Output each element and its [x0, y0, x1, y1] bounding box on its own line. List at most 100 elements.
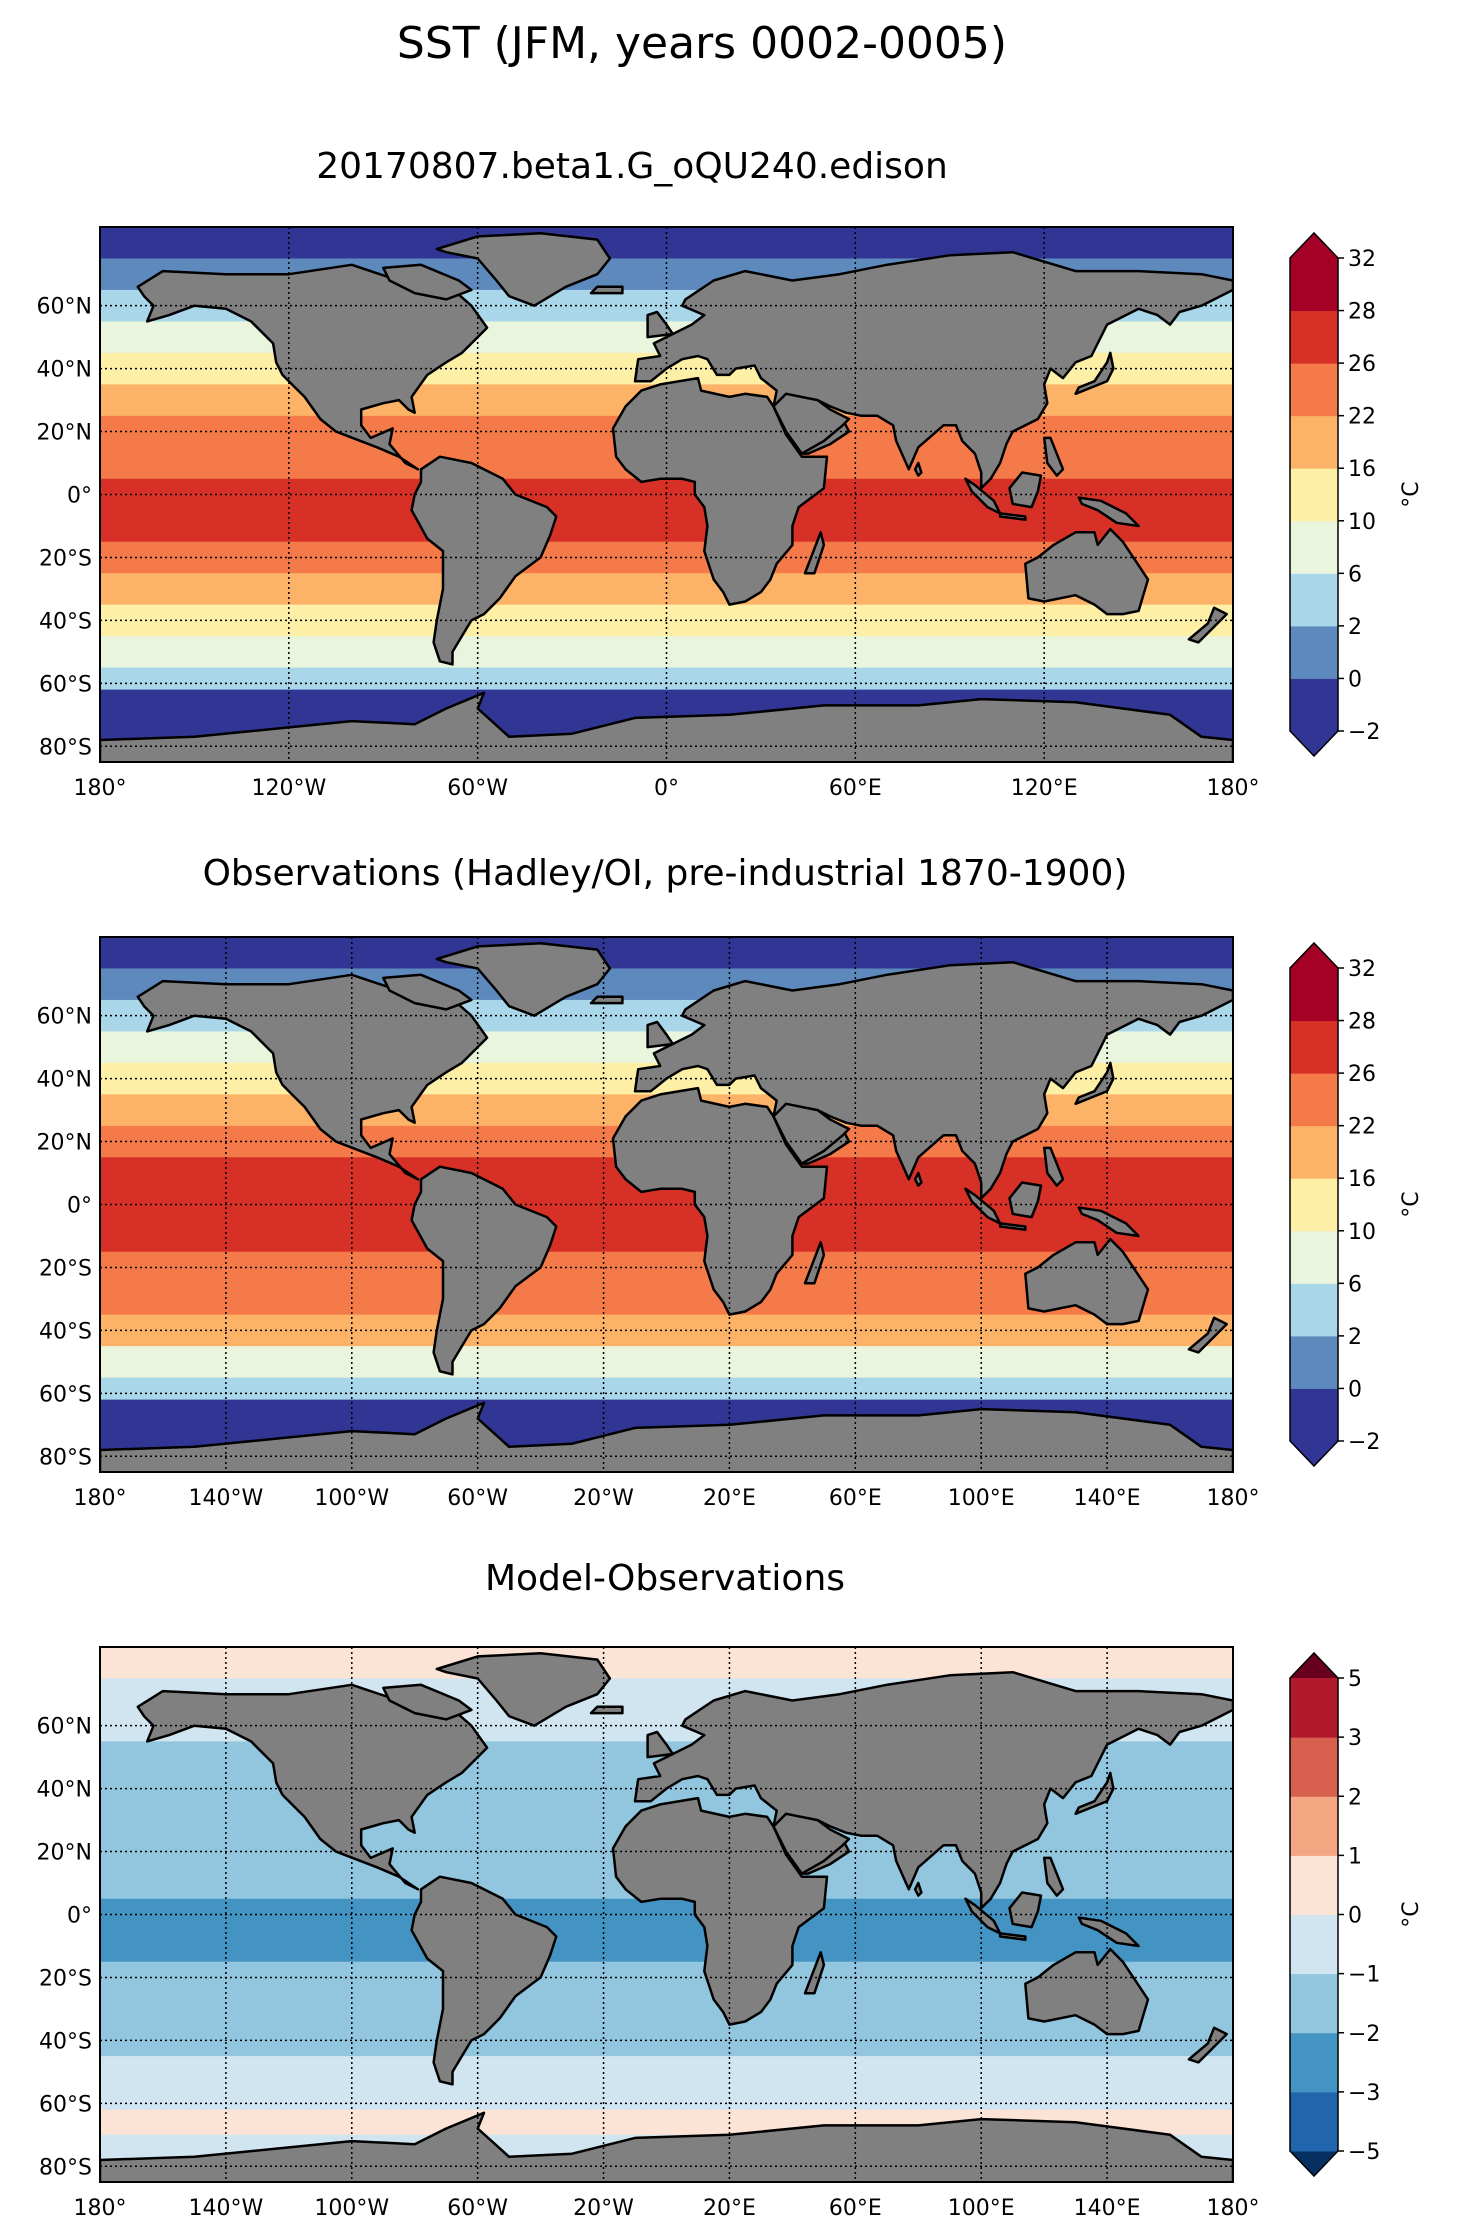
land-africa — [611, 376, 829, 606]
colorbar-segment — [1290, 678, 1338, 732]
land-antarctica — [100, 2111, 1233, 2182]
colorbar-segment — [1290, 415, 1338, 469]
colorbar-tick-label: −2 — [1348, 2022, 1380, 2047]
colorbar-segment — [1290, 1073, 1338, 1127]
graticule — [100, 937, 1233, 1472]
y-tick-label: 60°N — [37, 1715, 92, 1740]
graticule — [100, 1647, 1233, 2182]
colorbar-tick-label: 1 — [1348, 1844, 1362, 1869]
x-tick-label: 60°W — [447, 776, 508, 801]
colorbar-segment — [1290, 1020, 1338, 1074]
land-africa — [611, 1796, 829, 2026]
y-tick-label: 60°S — [39, 672, 92, 697]
land-madagascar — [803, 1951, 826, 1995]
land-uk — [646, 310, 675, 339]
land-south-america — [410, 455, 558, 666]
y-tick-label: 40°S — [39, 1319, 92, 1344]
colorbar-tick-label: −5 — [1348, 2140, 1380, 2165]
graticule — [100, 227, 1233, 762]
land-baffin — [382, 263, 473, 301]
land-australia — [1024, 1947, 1150, 2036]
x-tick-label: 180° — [74, 1486, 127, 1511]
x-tick-label: 120°W — [251, 776, 326, 801]
land-arabia-cap — [772, 1812, 851, 1875]
colorbar-extend-low — [1290, 731, 1338, 756]
colorbar-tick-label: 22 — [1348, 1115, 1376, 1140]
colorbar-tick-label: 2 — [1348, 615, 1362, 640]
y-tick-label: 80°S — [39, 1445, 92, 1470]
land-layer — [100, 942, 1233, 1472]
colorbar-segment — [1290, 1855, 1338, 1915]
y-tick-label: 20°N — [37, 1841, 92, 1866]
land-sri-lanka — [913, 1171, 923, 1187]
colorbar-segment — [1290, 1178, 1338, 1232]
colorbar-segment — [1290, 1737, 1338, 1797]
x-tick-label: 20°E — [703, 2196, 756, 2221]
colorbar-segment — [1290, 363, 1338, 417]
colorbar-unit-label: °C — [1399, 481, 1424, 507]
land-java — [998, 512, 1027, 521]
x-tick-label: 20°E — [703, 1486, 756, 1511]
land-new-guinea — [1077, 1206, 1140, 1238]
y-tick-label: 0° — [67, 1904, 92, 1929]
land-sri-lanka — [913, 1881, 923, 1897]
x-tick-label: 60°E — [829, 2196, 882, 2221]
colorbar-tick-label: −2 — [1348, 720, 1380, 745]
land-iceland — [589, 995, 624, 1005]
y-tick-label: 20°S — [39, 546, 92, 571]
colorbar-unit-label: °C — [1399, 1191, 1424, 1217]
x-tick-label: 60°E — [829, 1486, 882, 1511]
land-antarctica — [100, 1401, 1233, 1472]
land-madagascar — [803, 531, 826, 575]
y-tick-label: 20°S — [39, 1256, 92, 1281]
land-japan — [1074, 1771, 1115, 1816]
land-madagascar — [803, 1241, 826, 1285]
colorbar-tick-label: 26 — [1348, 1062, 1376, 1087]
colorbar-tick-label: 16 — [1348, 457, 1376, 482]
sst-band — [100, 1346, 1233, 1379]
land-japan — [1074, 351, 1115, 396]
colorbar-segment — [1290, 968, 1338, 1022]
colorbar-segment — [1290, 1125, 1338, 1179]
y-tick-label: 60°N — [37, 1005, 92, 1030]
colorbar-segment — [1290, 468, 1338, 522]
y-tick-label: 60°S — [39, 1382, 92, 1407]
x-tick-label: 100°E — [948, 2196, 1015, 2221]
colorbar-unit-label: °C — [1399, 1901, 1424, 1927]
map-frame — [99, 1646, 1234, 2183]
colorbar-tick-label: 28 — [1348, 1010, 1376, 1035]
land-australia — [1024, 527, 1150, 616]
panel-model-title: 20170807.beta1.G_oQU240.edison — [316, 146, 948, 187]
colorbar-tick-label: 2 — [1348, 1785, 1362, 1810]
colorbar-segment — [1290, 1335, 1338, 1389]
x-tick-label: 20°W — [573, 2196, 634, 2221]
colorbar-segment — [1290, 573, 1338, 627]
colorbar-segment — [1290, 1388, 1338, 1442]
land-arabia-cap — [772, 392, 851, 455]
map-frame — [99, 936, 1234, 1473]
sst-band — [100, 937, 1233, 970]
colorbar-segment — [1290, 1796, 1338, 1856]
land-new-zealand — [1187, 2026, 1228, 2064]
land-uk — [646, 1020, 675, 1049]
x-tick-label: 0° — [654, 776, 679, 801]
sst-band — [100, 2087, 1233, 2111]
colorbar-tick-label: 5 — [1348, 1667, 1362, 1692]
land-iceland — [589, 285, 624, 295]
y-tick-label: 80°S — [39, 735, 92, 760]
land-baffin — [382, 1683, 473, 1721]
colorbar-segment — [1290, 1678, 1338, 1738]
x-tick-label: 60°W — [447, 2196, 508, 2221]
colorbar-tick-label: 32 — [1348, 247, 1376, 272]
sst-band — [100, 1930, 1233, 1963]
y-tick-label: 40°S — [39, 609, 92, 634]
land-south-america — [410, 1875, 558, 2086]
colorbar-extend-high — [1290, 1653, 1338, 1678]
y-tick-label: 40°N — [37, 1068, 92, 1093]
land-java — [998, 1222, 1027, 1231]
y-tick-label: 60°S — [39, 2092, 92, 2117]
land-south-america — [410, 1165, 558, 1376]
land-japan — [1074, 1061, 1115, 1106]
